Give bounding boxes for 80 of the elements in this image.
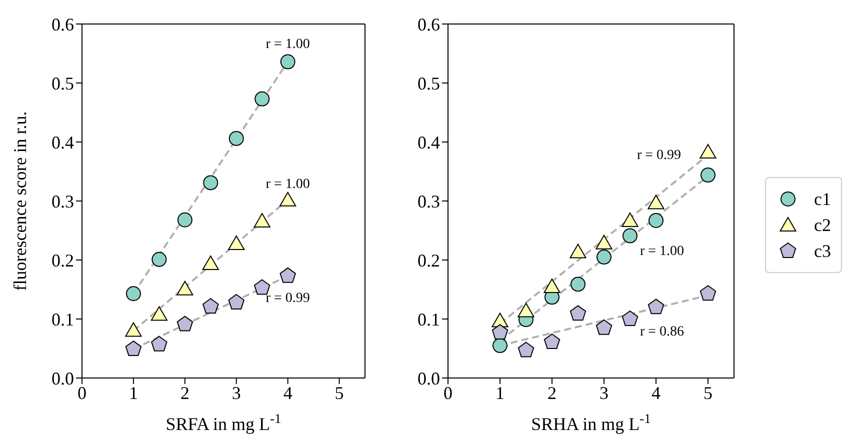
point: [150, 306, 168, 321]
point: [518, 302, 534, 318]
point: [596, 319, 612, 335]
annotation: r = 1.00: [266, 36, 310, 52]
point: [280, 192, 296, 206]
x-tick-label: 3: [600, 382, 608, 403]
legend-label: c2: [814, 214, 831, 236]
y-tick-label: 0.2: [418, 250, 440, 270]
annotation: r = 1.00: [640, 244, 684, 259]
y-tick-label: 0.1: [52, 309, 74, 330]
point: [622, 228, 638, 244]
point: [151, 336, 168, 352]
y-tick-label: 0.3: [418, 191, 440, 212]
point: [700, 285, 716, 301]
y-axis-title: fluorescence score in r.u.: [10, 111, 30, 291]
point: [176, 280, 194, 296]
point: [648, 298, 664, 314]
point: [596, 234, 612, 250]
y-tick-label: 0.5: [52, 73, 74, 94]
point: [518, 342, 534, 358]
x-axis-title: SRFA in mg L$^{-1}$: [166, 410, 282, 434]
y-tick-label: 0.2: [52, 250, 74, 270]
point: [152, 252, 167, 267]
point: [126, 286, 141, 302]
point: [700, 144, 716, 159]
x-axis-title: SRHA in mg L$^{-1}$: [531, 410, 651, 434]
x-tick-label: 3: [232, 382, 241, 403]
point: [228, 235, 245, 250]
point: [125, 340, 142, 356]
point: [254, 279, 270, 295]
x-tick-label: 0: [78, 382, 86, 403]
x-tick-label: 5: [334, 382, 344, 403]
x-tick-label: 2: [180, 382, 190, 403]
y-tick-label: 0.3: [52, 191, 74, 212]
point: [280, 54, 296, 70]
point: [280, 267, 296, 283]
point: [254, 213, 270, 228]
point: [648, 194, 664, 210]
point: [648, 212, 664, 228]
point: [492, 324, 508, 340]
point: [570, 276, 586, 292]
point: [570, 305, 586, 321]
point: [177, 212, 192, 228]
x-tick-label: 2: [548, 382, 556, 403]
annotation: r = 0.99: [266, 290, 310, 306]
point: [622, 310, 638, 326]
point: [176, 316, 194, 332]
x-tick-label: 0: [444, 382, 452, 403]
point: [700, 168, 716, 183]
point: [228, 294, 244, 310]
annotation: r = 0.99: [636, 147, 682, 162]
point: [202, 256, 219, 270]
y-tick-label: 0.4: [418, 132, 440, 152]
y-tick-label: 0.6: [418, 14, 440, 34]
point: [544, 278, 560, 294]
x-tick-label: 5: [704, 382, 712, 403]
point: [125, 322, 142, 337]
x-tick-label: 4: [283, 382, 292, 403]
point: [492, 338, 508, 354]
y-tick-label: 0.0: [418, 368, 440, 388]
point: [622, 212, 638, 227]
x-tick-label: 1: [496, 382, 504, 403]
y-tick-label: 0.0: [52, 368, 74, 388]
y-tick-label: 0.6: [52, 14, 74, 34]
point: [544, 334, 560, 349]
annotation: r = 0.86: [640, 324, 684, 339]
point: [596, 250, 612, 265]
legend-label: c1: [814, 188, 831, 210]
legend-label: c3: [814, 240, 831, 262]
x-tick-label: 1: [128, 382, 138, 403]
annotation: r = 1.00: [266, 176, 310, 192]
point: [228, 130, 244, 146]
point: [254, 91, 270, 106]
point: [570, 244, 586, 258]
y-tick-label: 0.4: [52, 132, 74, 152]
point: [203, 175, 218, 190]
y-tick-label: 0.5: [418, 73, 440, 94]
point: [202, 298, 219, 314]
y-tick-label: 0.1: [418, 309, 440, 330]
x-tick-label: 4: [652, 382, 660, 403]
